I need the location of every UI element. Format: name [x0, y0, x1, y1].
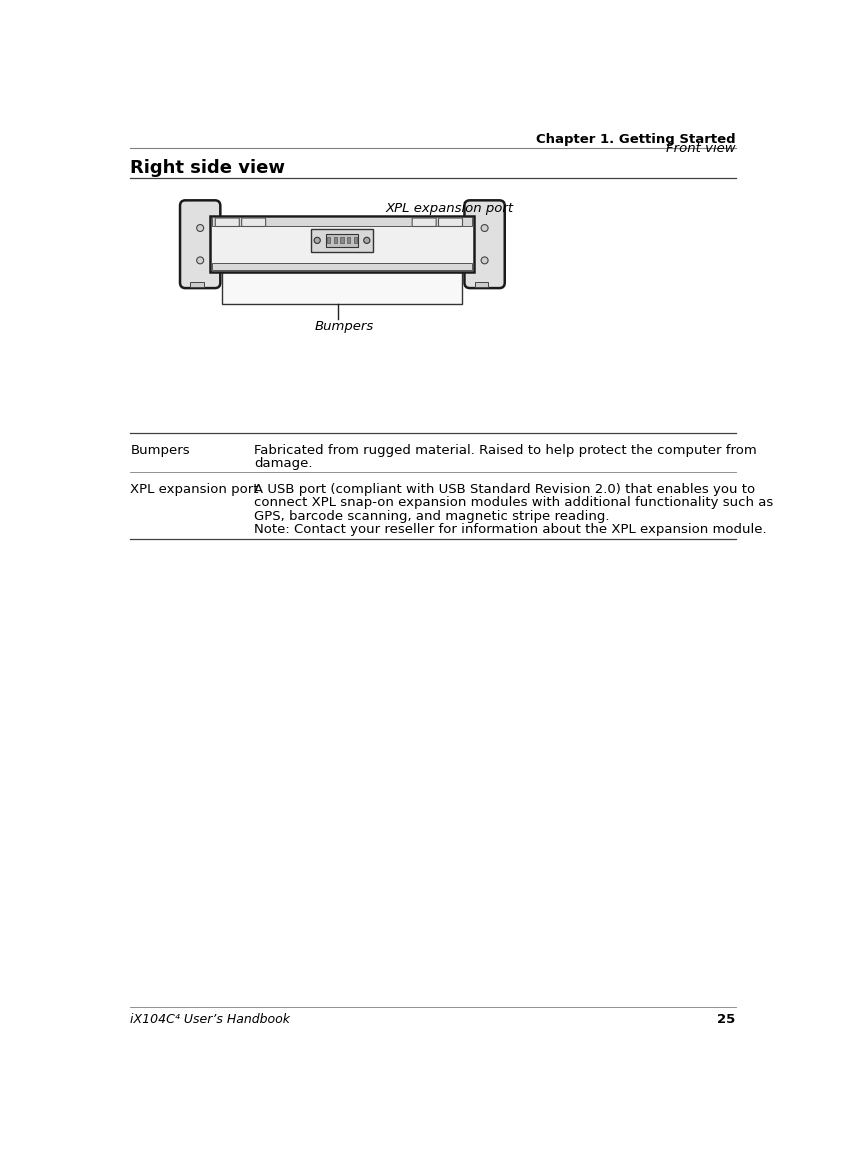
Circle shape — [480, 224, 488, 231]
Bar — [325, 235, 358, 246]
Circle shape — [197, 257, 203, 264]
Circle shape — [314, 237, 320, 244]
Text: XPL expansion port: XPL expansion port — [130, 483, 258, 496]
Text: connect XPL snap-on expansion modules with additional functionality such as: connect XPL snap-on expansion modules wi… — [254, 496, 773, 509]
Text: damage.: damage. — [254, 457, 312, 470]
Text: Right side view: Right side view — [130, 160, 285, 177]
Bar — [474, 282, 488, 288]
Bar — [212, 217, 472, 227]
Bar — [212, 262, 472, 271]
Text: Bumpers: Bumpers — [315, 320, 374, 333]
FancyBboxPatch shape — [241, 218, 265, 227]
Text: Chapter 1. Getting Started: Chapter 1. Getting Started — [535, 133, 735, 147]
Circle shape — [480, 257, 488, 264]
FancyBboxPatch shape — [180, 200, 220, 288]
Bar — [353, 237, 356, 244]
Bar — [311, 229, 372, 252]
Bar — [327, 237, 330, 244]
Bar — [210, 216, 473, 272]
Text: XPL expansion port: XPL expansion port — [385, 202, 513, 215]
Text: A USB port (compliant with USB Standard Revision 2.0) that enables you to: A USB port (compliant with USB Standard … — [254, 483, 755, 496]
Text: Bumpers: Bumpers — [130, 444, 190, 457]
Bar — [222, 272, 462, 304]
Text: Note: Contact your reseller for information about the XPL expansion module.: Note: Contact your reseller for informat… — [254, 524, 766, 536]
Bar — [340, 237, 344, 244]
FancyBboxPatch shape — [412, 218, 436, 227]
Text: GPS, barcode scanning, and magnetic stripe reading.: GPS, barcode scanning, and magnetic stri… — [254, 510, 609, 523]
FancyBboxPatch shape — [215, 218, 239, 227]
FancyBboxPatch shape — [438, 218, 462, 227]
Bar — [347, 237, 349, 244]
Text: iX104C⁴ User’s Handbook: iX104C⁴ User’s Handbook — [130, 1014, 290, 1027]
Bar — [333, 237, 337, 244]
Text: Fabricated from rugged material. Raised to help protect the computer from: Fabricated from rugged material. Raised … — [254, 444, 756, 457]
Text: Front view: Front view — [665, 142, 735, 155]
Text: 25: 25 — [717, 1014, 735, 1027]
Circle shape — [197, 224, 203, 231]
Bar — [190, 282, 203, 288]
Circle shape — [363, 237, 370, 244]
FancyBboxPatch shape — [464, 200, 504, 288]
